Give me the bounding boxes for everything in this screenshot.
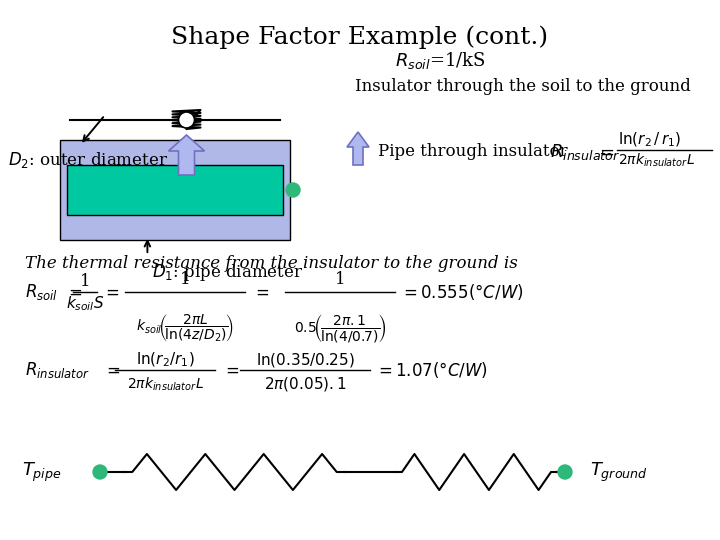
Text: $=$: $=$ — [252, 284, 269, 300]
Text: 1: 1 — [80, 273, 90, 291]
Text: 1: 1 — [180, 272, 190, 288]
Text: $=$: $=$ — [596, 143, 615, 161]
Text: The thermal resistance from the insulator to the ground is: The thermal resistance from the insulato… — [25, 255, 518, 272]
Text: $=$: $=$ — [65, 284, 82, 300]
Text: $0.5\!\left(\!\dfrac{2\pi.1}{\ln(4/0.7)}\!\right)$: $0.5\!\left(\!\dfrac{2\pi.1}{\ln(4/0.7)}… — [294, 312, 387, 344]
Text: $\ln(0.35/0.25)$: $\ln(0.35/0.25)$ — [256, 351, 354, 369]
Circle shape — [179, 112, 194, 128]
Text: $R_{soil}$=1/kS: $R_{soil}$=1/kS — [395, 50, 486, 71]
Text: $k_{soil}S$: $k_{soil}S$ — [66, 295, 104, 313]
Text: $\ln(r_2\,/\,r_1)$: $\ln(r_2\,/\,r_1)$ — [618, 131, 682, 149]
Text: $= 0.555(°C/W)$: $= 0.555(°C/W)$ — [400, 282, 523, 302]
Text: $= 1.07(°C/W)$: $= 1.07(°C/W)$ — [375, 360, 488, 380]
Text: $D_2$: outer diameter: $D_2$: outer diameter — [8, 150, 168, 170]
Text: $=$: $=$ — [102, 284, 120, 300]
Text: 1: 1 — [335, 272, 346, 288]
Text: $2\pi k_{insulator}L$: $2\pi k_{insulator}L$ — [127, 375, 204, 393]
Text: $k_{soil}\!\left(\!\dfrac{2\pi L}{\ln(4z/D_2)}\!\right)$: $k_{soil}\!\left(\!\dfrac{2\pi L}{\ln(4z… — [136, 312, 234, 344]
Circle shape — [558, 465, 572, 479]
Text: Shape Factor Example (cont.): Shape Factor Example (cont.) — [171, 25, 549, 49]
Text: $R_{insulator}$: $R_{insulator}$ — [550, 142, 620, 162]
Text: $D_1$: pipe diameter: $D_1$: pipe diameter — [152, 262, 303, 283]
Bar — [60, 140, 290, 240]
Text: $R_{soil}$: $R_{soil}$ — [25, 282, 58, 302]
Text: $=$: $=$ — [222, 361, 239, 379]
Circle shape — [93, 465, 107, 479]
Text: $R_{insulator}$: $R_{insulator}$ — [25, 360, 90, 380]
Text: $2\pi k_{insulator}L$: $2\pi k_{insulator}L$ — [618, 151, 695, 168]
Text: Pipe through insulator: Pipe through insulator — [378, 144, 567, 160]
Text: $\ln(r_2/r_1)$: $\ln(r_2/r_1)$ — [135, 351, 194, 369]
Text: $T_{ground}$: $T_{ground}$ — [590, 461, 648, 484]
Polygon shape — [168, 135, 204, 175]
Text: $T_{pipe}$: $T_{pipe}$ — [22, 461, 62, 484]
Text: Insulator through the soil to the ground: Insulator through the soil to the ground — [355, 78, 690, 95]
Polygon shape — [347, 132, 369, 165]
Bar — [67, 165, 283, 215]
Text: $2\pi(0.05).1$: $2\pi(0.05).1$ — [264, 375, 346, 393]
Circle shape — [286, 183, 300, 197]
Text: $=$: $=$ — [103, 361, 120, 379]
